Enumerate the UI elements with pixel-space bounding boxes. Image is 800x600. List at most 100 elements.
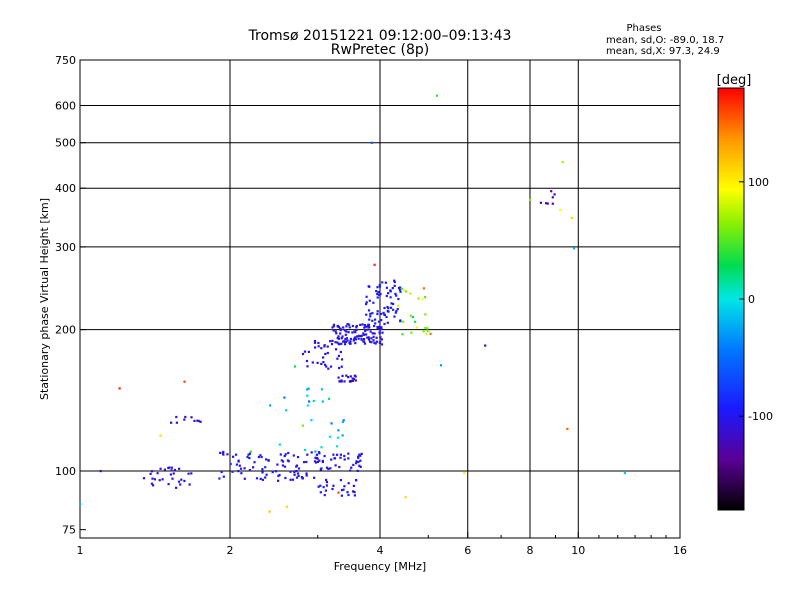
data-point xyxy=(374,318,377,321)
data-point xyxy=(347,493,350,497)
data-point xyxy=(305,474,308,477)
data-point xyxy=(313,340,317,343)
data-point xyxy=(359,459,362,462)
data-point xyxy=(367,323,370,327)
data-point xyxy=(334,330,337,333)
data-point xyxy=(306,388,309,391)
data-point xyxy=(265,458,268,461)
data-point xyxy=(551,202,554,205)
data-point xyxy=(404,290,407,293)
data-point xyxy=(171,477,174,480)
data-point xyxy=(187,472,190,475)
phases-x-line: mean, sd,X: 97.3, 24.9 xyxy=(606,46,720,57)
data-point xyxy=(360,338,363,341)
data-point xyxy=(376,286,379,289)
data-point xyxy=(226,453,229,456)
data-point xyxy=(365,325,369,328)
data-point xyxy=(550,190,553,193)
data-point xyxy=(289,478,292,481)
data-point xyxy=(303,350,307,353)
data-point xyxy=(463,472,466,475)
data-point xyxy=(172,472,175,475)
data-point xyxy=(337,429,340,432)
data-point xyxy=(365,301,368,304)
data-point xyxy=(325,484,328,487)
data-points xyxy=(79,94,626,513)
data-point xyxy=(380,343,384,346)
data-point xyxy=(335,445,339,448)
data-point xyxy=(344,343,347,346)
data-point xyxy=(383,322,386,326)
data-point xyxy=(363,324,366,327)
data-point xyxy=(359,454,362,457)
data-point xyxy=(278,443,281,446)
data-point xyxy=(285,505,288,508)
data-point xyxy=(173,468,176,472)
data-point xyxy=(375,290,378,293)
data-point xyxy=(394,311,397,314)
data-point xyxy=(339,329,342,332)
data-point xyxy=(332,484,335,487)
data-point xyxy=(356,469,359,472)
data-point xyxy=(342,326,345,329)
data-point xyxy=(197,419,200,423)
data-point xyxy=(394,292,397,295)
data-point xyxy=(295,469,298,473)
data-point xyxy=(199,420,202,423)
data-point xyxy=(338,465,341,469)
data-point xyxy=(343,454,346,458)
data-point xyxy=(344,338,347,341)
data-point xyxy=(327,367,330,370)
data-point xyxy=(287,460,290,463)
colorbar-label: [deg] xyxy=(717,73,752,88)
data-point xyxy=(374,322,377,325)
data-point xyxy=(426,327,429,330)
data-point xyxy=(353,491,356,494)
x-tick-label: 2 xyxy=(227,544,234,557)
data-point xyxy=(79,503,82,506)
data-point xyxy=(310,451,313,454)
data-point xyxy=(346,339,349,342)
data-point xyxy=(297,474,300,477)
data-point xyxy=(395,310,398,313)
x-tick-label: 1 xyxy=(77,544,84,557)
data-point xyxy=(265,473,268,476)
data-point xyxy=(353,378,356,381)
data-point xyxy=(349,375,352,378)
data-point xyxy=(337,354,340,357)
data-point xyxy=(378,325,381,328)
data-point xyxy=(360,334,363,337)
data-point xyxy=(231,470,234,473)
data-point xyxy=(348,323,351,326)
x-axis-ticks: 1 2 4 6 8 10 16 xyxy=(77,532,687,557)
data-point xyxy=(315,453,318,456)
data-point xyxy=(169,473,172,476)
data-point xyxy=(289,470,292,473)
data-point xyxy=(307,387,310,390)
data-point xyxy=(365,333,368,336)
data-point xyxy=(364,329,367,332)
data-point xyxy=(331,339,334,342)
data-point xyxy=(240,472,243,475)
data-point xyxy=(336,325,339,328)
data-point xyxy=(345,337,348,340)
data-point xyxy=(383,306,386,310)
data-point xyxy=(351,331,354,334)
data-point xyxy=(142,477,146,480)
data-point xyxy=(353,337,356,340)
data-point xyxy=(376,296,379,299)
data-point xyxy=(338,380,341,383)
data-point xyxy=(545,202,548,205)
data-point xyxy=(322,356,325,359)
data-point xyxy=(218,477,221,480)
data-point xyxy=(306,365,309,368)
data-point xyxy=(297,467,301,470)
y-tick-label: 750 xyxy=(55,54,76,67)
data-point xyxy=(310,419,313,422)
data-point xyxy=(118,387,121,390)
data-point xyxy=(379,336,382,339)
data-point xyxy=(292,454,295,457)
data-point xyxy=(366,336,369,339)
data-point xyxy=(332,329,335,332)
